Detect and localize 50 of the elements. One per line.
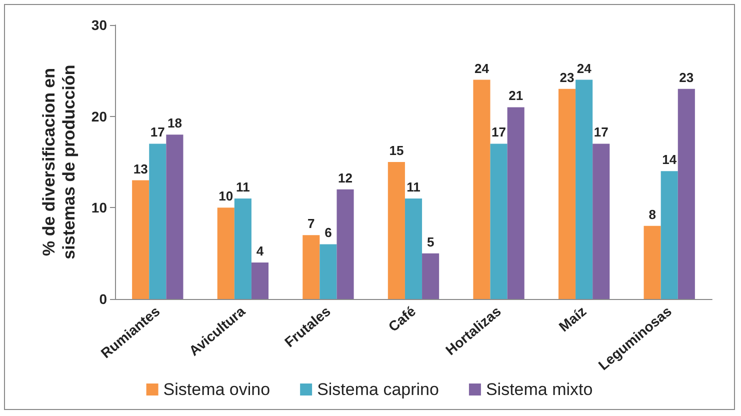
bar	[473, 80, 490, 299]
data-label: 24	[576, 60, 592, 76]
legend-label: Sistema caprino	[317, 380, 439, 399]
data-label: 7	[308, 216, 315, 232]
bar	[660, 171, 678, 299]
data-label: 18	[167, 116, 182, 131]
bar	[388, 162, 405, 299]
bar	[490, 144, 508, 299]
data-label: 12	[338, 170, 353, 186]
data-label: 5	[426, 234, 434, 250]
y-tick-label: 10	[91, 200, 108, 216]
bar	[644, 226, 661, 299]
bar	[217, 208, 234, 299]
data-label: 15	[389, 143, 404, 158]
data-label: 23	[560, 70, 574, 85]
bar	[336, 189, 354, 299]
bar	[251, 262, 269, 299]
legend-label: Sistema mixto	[486, 380, 593, 399]
bar	[302, 235, 320, 299]
data-label: 11	[406, 180, 420, 195]
bar	[507, 107, 524, 299]
bar	[678, 88, 695, 299]
data-label: 8	[648, 206, 656, 222]
data-label: 17	[150, 124, 165, 140]
bar	[592, 144, 610, 299]
bar	[166, 134, 184, 299]
data-label: 14	[662, 152, 678, 168]
data-label: 23	[679, 70, 694, 85]
bar	[320, 244, 337, 299]
bar	[558, 88, 576, 299]
bar	[234, 198, 252, 299]
data-label: 4	[256, 243, 264, 258]
y-tick-label: 30	[91, 17, 108, 33]
bar	[132, 180, 150, 299]
y-axis-title: % de diversificacion en sistemas de producción	[40, 64, 78, 260]
data-label: 6	[324, 225, 332, 240]
data-label: 13	[133, 161, 148, 176]
data-label: 17	[492, 124, 506, 140]
bar	[422, 253, 440, 299]
data-label: 21	[508, 88, 524, 104]
bar	[576, 80, 593, 299]
data-label: 11	[236, 180, 250, 195]
y-tick-label: 0	[99, 291, 108, 307]
bar	[149, 144, 166, 299]
y-tick-label: 20	[91, 108, 108, 124]
data-label: 10	[218, 188, 234, 204]
bar	[404, 198, 422, 299]
data-label: 24	[474, 60, 490, 76]
data-label: 17	[594, 124, 608, 140]
legend-label: Sistema ovino	[163, 380, 270, 399]
